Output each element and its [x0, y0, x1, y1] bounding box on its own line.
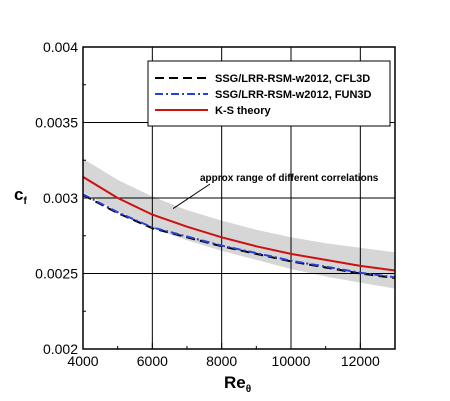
legend-entry-ks-theory: K-S theory: [155, 105, 272, 117]
correlation-range-band: [83, 158, 395, 289]
y-tick-label: 0.0025: [35, 266, 78, 282]
y-tick-label: 0.0035: [35, 115, 78, 131]
legend-entry-fun3d: SSG/LRR-RSM-w2012, FUN3D: [155, 89, 372, 101]
x-tick-label: 10000: [272, 353, 311, 369]
annotation-arrow: [172, 183, 211, 210]
y-tick-label: 0.002: [43, 341, 78, 357]
y-axis-title: cf: [14, 185, 27, 207]
legend-label-cfl3d: SSG/LRR-RSM-w2012, CFL3D: [215, 73, 370, 85]
y-axis-title-subscript: f: [23, 196, 27, 207]
series-ks-theory-line: [83, 176, 395, 272]
x-tick-label: 6000: [137, 353, 168, 369]
x-tick-label: 12000: [341, 353, 380, 369]
legend-label-fun3d: SSG/LRR-RSM-w2012, FUN3D: [215, 89, 372, 101]
x-tick-label: 4000: [67, 353, 98, 369]
series-fun3d-line: [83, 193, 395, 279]
legend: SSG/LRR-RSM-w2012, CFL3D SSG/LRR-RSM-w20…: [147, 60, 391, 127]
legend-label-ks-theory: K-S theory: [215, 105, 272, 117]
x-axis-title: Reθ: [224, 373, 251, 395]
annotation-text: approx range of different correlations: [200, 173, 379, 184]
band-annotation: approx range of different correlations: [172, 173, 379, 210]
x-axis-title-subscript: θ: [246, 384, 251, 395]
y-tick-label: 0.003: [43, 190, 78, 206]
y-tick-label: 0.004: [43, 39, 78, 55]
legend-entry-cfl3d: SSG/LRR-RSM-w2012, CFL3D: [155, 73, 370, 85]
x-tick-label: 8000: [206, 353, 237, 369]
